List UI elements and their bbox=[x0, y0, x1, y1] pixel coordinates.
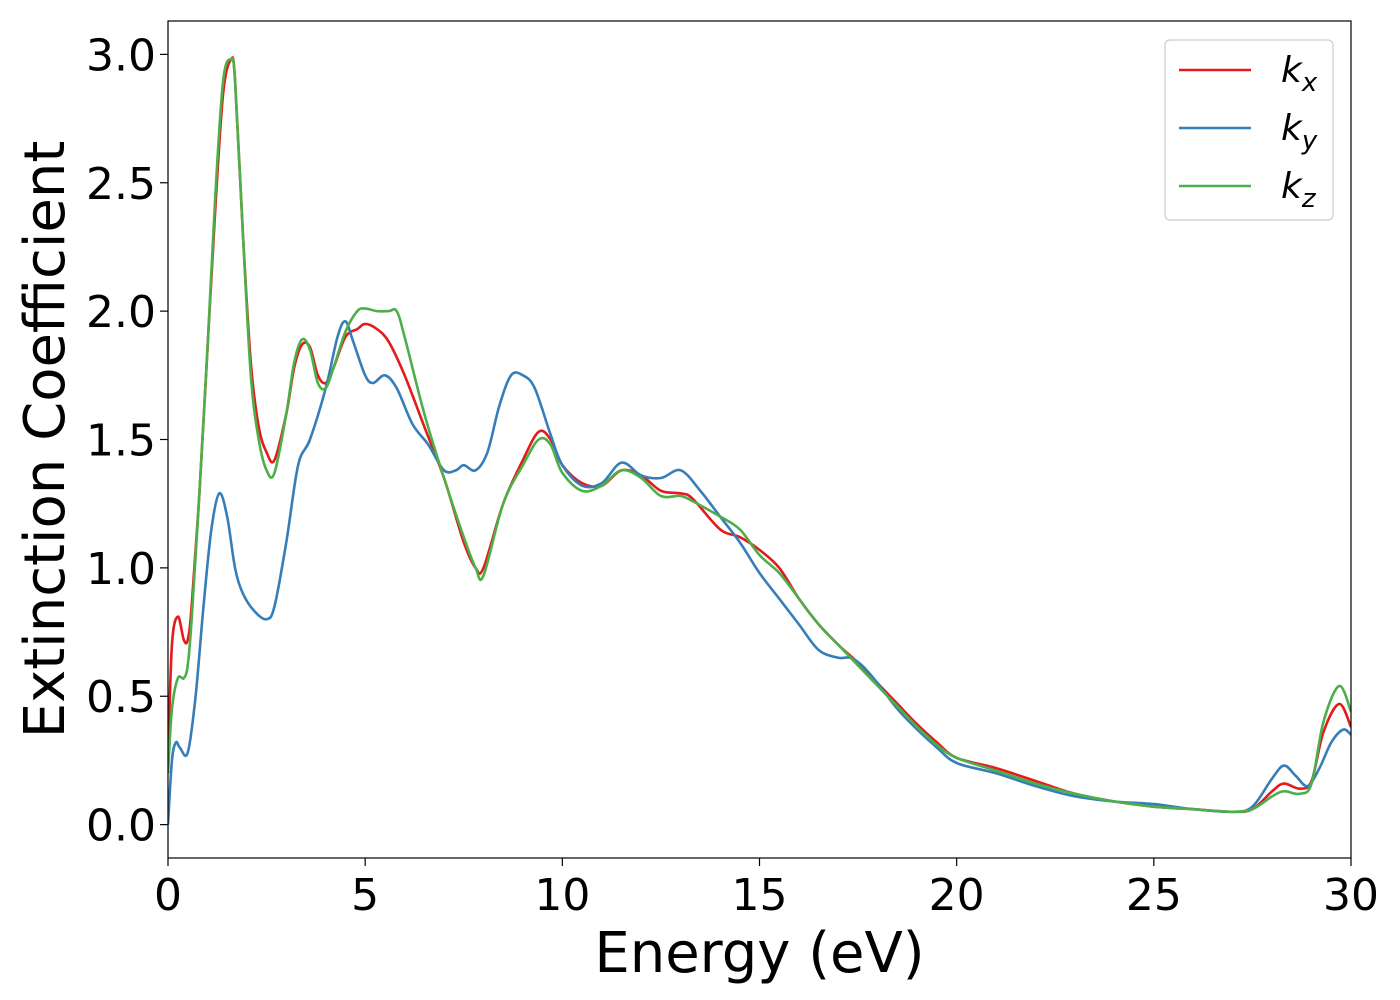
x-axis-title: Energy (eV) bbox=[594, 921, 924, 986]
x-tick-label-15: 15 bbox=[732, 870, 788, 921]
y-tick-label-1.5: 1.5 bbox=[86, 416, 156, 467]
series-layer bbox=[168, 56, 1351, 825]
x-tick-label-20: 20 bbox=[929, 870, 985, 921]
y-axis-ticks: 0.0 0.5 1.0 1.5 2.0 2.5 3.0 bbox=[86, 30, 168, 852]
y-tick-label-1.0: 1.0 bbox=[86, 544, 156, 595]
y-tick-label-0.0: 0.0 bbox=[86, 801, 156, 852]
x-axis-ticks: 0 5 10 15 20 25 30 bbox=[154, 858, 1379, 921]
x-tick-label-10: 10 bbox=[534, 870, 590, 921]
y-tick-label-3.0: 3.0 bbox=[86, 30, 156, 81]
y-tick-label-0.5: 0.5 bbox=[86, 672, 156, 723]
legend-box bbox=[1164, 39, 1334, 221]
legend-label-kz: kz bbox=[1281, 166, 1317, 214]
legend-label-ky: ky bbox=[1281, 108, 1318, 156]
series-line-ky bbox=[168, 320, 1351, 825]
x-tick-label-5: 5 bbox=[351, 870, 379, 921]
legend-label-kx: kx bbox=[1281, 50, 1318, 98]
x-tick-label-0: 0 bbox=[154, 870, 182, 921]
series-line-kz bbox=[168, 57, 1351, 814]
y-axis-title: Extinction Coefficient bbox=[13, 141, 78, 739]
legend: kx ky kz bbox=[1164, 39, 1334, 221]
y-tick-label-2.0: 2.0 bbox=[86, 287, 156, 338]
x-tick-label-25: 25 bbox=[1126, 870, 1182, 921]
y-tick-label-2.5: 2.5 bbox=[86, 159, 156, 210]
x-tick-label-30: 30 bbox=[1323, 870, 1379, 921]
